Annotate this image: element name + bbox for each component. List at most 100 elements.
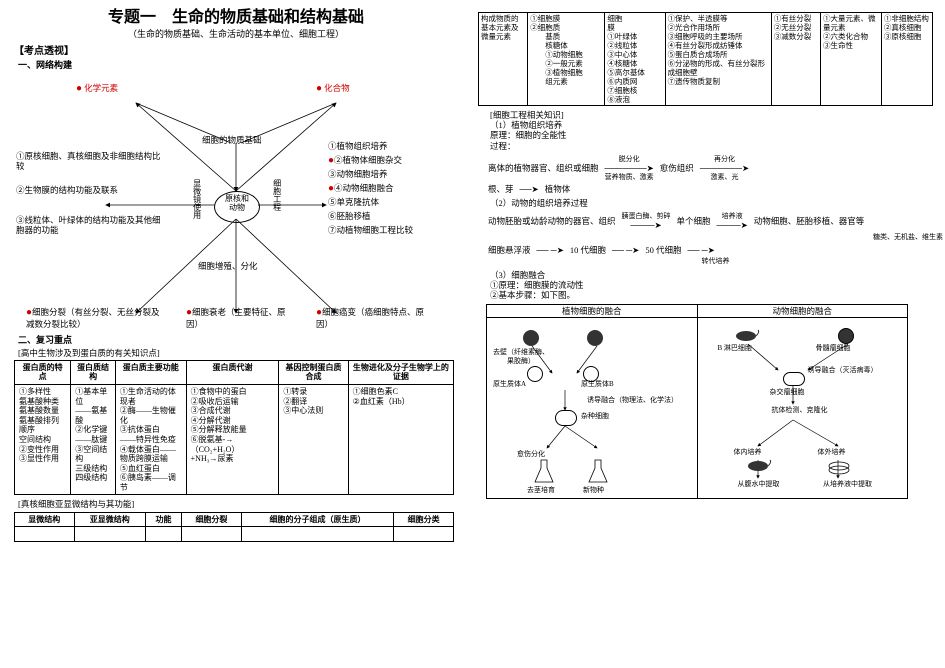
arrow-icon: ── ─➤: [608, 245, 643, 255]
protein-th-1: 蛋白质结构: [71, 360, 116, 384]
arrow-icon: 培养液 ────➤: [713, 212, 752, 231]
cm-top-left-label: 化学元素: [84, 83, 118, 93]
protein-td-3: ①食物中的蛋白 ②吸收后运输 ③合成代谢 ④分解代谢 ⑤分解释放能量 ⑥脱氨基-…: [186, 384, 279, 495]
protein-td-2: ①生命活动的体现者 ②酶——生物催化 ③抗体蛋白 ——特异性免疫 ④载体蛋白——…: [115, 384, 186, 495]
arrow-icon: ── ─➤: [683, 245, 718, 255]
cm-bottom-left: ●细胞分裂（有丝分裂、无丝分裂及减数分裂比较）: [26, 307, 166, 329]
flask-icon: [587, 458, 609, 486]
review-sub1: [高中生物涉及到蛋白质的有关知识点]: [18, 348, 472, 358]
cm-left-2: ②生物膜的结构功能及联系: [16, 185, 166, 195]
cm-bottom-right-label: 细胞癌变（癌细胞特点、原因）: [316, 307, 424, 329]
cm-bottom-mid: ●细胞衰老（主要特征、原因）: [186, 307, 296, 329]
fp-b: 原生质体A: [493, 380, 526, 388]
cm-left-label: 显微镜使用: [192, 179, 202, 219]
cm-right-3: ③动物细胞培养: [328, 169, 388, 179]
cm-center: 原核和 动物: [214, 191, 260, 223]
cell-eng-1: （1）植物组织培养: [490, 120, 945, 130]
rt-c0: 构成物质的基本元素及微量元素: [479, 13, 528, 106]
cm-right-7: ⑦动植物细胞工程比较: [328, 225, 413, 235]
arrow-icon: 脱分化 ───────➤ 营养物质、激素: [601, 155, 658, 182]
fusion-plant-panel: 去壁（纤维素酶、果胶酶） 原生质体A 原生质体B 诱导融合（物理法、化学法） 杂…: [487, 318, 698, 498]
cm-top-right-label: 化合物: [324, 83, 350, 93]
table-row: 蛋白质的特点 蛋白质结构 蛋白质主要功能 蛋白质代谢 基因控制蛋白质合成 生物进…: [15, 360, 454, 384]
section-review: 二、复习重点: [18, 335, 472, 346]
protein-td-5: ①细胞色素C ②血红素（Hb）: [348, 384, 453, 495]
cm-mid-top: 细胞的物质基础: [202, 135, 262, 145]
cell-eng-3: （3）细胞融合: [490, 270, 945, 280]
table-row: [15, 527, 454, 542]
fa-i: 从培养液中提取: [808, 480, 888, 488]
fa-b: 骨髓瘤细胞: [816, 344, 851, 352]
pf-n3: 根、芽: [486, 184, 516, 194]
mouse-icon: [744, 458, 772, 472]
animal-flow: 动物胚胎或幼龄动物的器官、组织 胰蛋白酶、剪碎 ────➤ 单个细胞 培养液 ─…: [486, 212, 945, 241]
animal-flow-2: 细胞悬浮液 ── ─➤ 10 代细胞 ── ─➤ 50 代细胞 ── ─➤ 转代…: [486, 245, 945, 266]
cm-bottom-mid-label: 细胞衰老（主要特征、原因）: [186, 307, 286, 329]
af2-n1: 细胞悬浮液: [486, 245, 533, 255]
pf-a1b: 营养物质、激素: [605, 173, 654, 181]
cm-bottom-left-label: 细胞分裂（有丝分裂、无丝分裂及减数分裂比较）: [26, 307, 160, 329]
fusion-header-plant: 植物细胞的融合: [487, 305, 698, 318]
structure-table: 显微结构 亚显微结构 功能 细胞分裂 细胞的分子组成（原生质） 细胞分类: [14, 512, 454, 542]
arrow-icon: 再分化 ───────➤ 激素、光: [696, 155, 753, 182]
fa-a: B 淋巴细胞: [718, 344, 752, 352]
af-n1: 动物胚胎或幼龄动物的器官、组织: [486, 216, 618, 226]
myeloma-cell-icon: [838, 328, 854, 344]
hybrid-cell-icon: [555, 410, 577, 426]
fa-c: 诱导融合（灭活病毒）: [808, 366, 898, 374]
protein-th-5: 生物进化及分子生物学上的证据: [348, 360, 453, 384]
plant-flow: 离体的植物器官、组织或细胞 脱分化 ───────➤ 营养物质、激素 愈伤组织 …: [486, 155, 945, 194]
cm-right-4-label: ④动物细胞融合: [334, 183, 394, 193]
section-exam: 【考点透视】: [14, 46, 472, 58]
subtitle: （生命的物质基础、生命活动的基本单位、细胞工程）: [0, 29, 472, 40]
cell-eng-3-principle: ①原理：细胞膜的流动性: [490, 280, 945, 290]
cm-mid-bottom: 细胞增殖、分化: [198, 261, 258, 271]
left-column: 专题一 生命的物质基础和结构基础 （生命的物质基础、生命活动的基本单位、细胞工程…: [0, 0, 472, 668]
cm-top-left: ● 化学元素: [76, 83, 118, 95]
right-column: 构成物质的基本元素及微量元素 ①细胞膜 ②细胞质 基质 核糖体 ①动物细胞 ②一…: [472, 0, 945, 668]
af2-note: 转代培养: [700, 257, 732, 265]
fusion-diagram: 植物细胞的融合 动物细胞的融合 去壁（纤维素酶、果胶酶）: [486, 304, 908, 499]
cm-center-line1: 原核和: [215, 194, 259, 204]
pf-a2b: 激素、光: [700, 173, 749, 181]
cm-center-line2: 动物: [215, 203, 259, 213]
cm-right-1: ①植物组织培养: [328, 141, 388, 151]
protein-th-4: 基因控制蛋白质合成: [279, 360, 348, 384]
struct-th-3: 细胞分裂: [182, 512, 242, 527]
cell-eng-1-principle: 原理：细胞的全能性: [490, 130, 945, 140]
struct-th-1: 亚显微结构: [74, 512, 145, 527]
fusion-animal-panel: B 淋巴细胞 骨髓瘤细胞 诱导融合（灭活病毒） 杂交瘤细胞 抗体检测、克隆化 体…: [698, 318, 908, 498]
table-row: 构成物质的基本元素及微量元素 ①细胞膜 ②细胞质 基质 核糖体 ①动物细胞 ②一…: [479, 13, 933, 106]
fp-d: 诱导融合（物理法、化学法）: [587, 396, 687, 404]
red-dot-icon: ●: [316, 83, 322, 94]
pf-n2: 愈伤组织: [658, 163, 696, 173]
fa-h: 从腹水中提取: [724, 480, 794, 488]
arrow-icon: ──➤: [516, 184, 543, 194]
fp-g: 去茎培育: [527, 486, 555, 494]
pf-a1: 脱分化: [605, 155, 654, 163]
pf-a2: 再分化: [700, 155, 749, 163]
cm-right-4: ●④动物细胞融合: [328, 183, 394, 195]
struct-th-4: 细胞的分子组成（原生质）: [241, 512, 394, 527]
af-a1: 胰蛋白酶、剪碎: [622, 212, 671, 220]
review-sub2: [真核细胞亚显微结构与其功能]: [18, 499, 472, 509]
af-n2: 单个细胞: [675, 216, 713, 226]
pf-n1: 离体的植物器官、组织或细胞: [486, 163, 601, 173]
right-top-table: 构成物质的基本元素及微量元素 ①细胞膜 ②细胞质 基质 核糖体 ①动物细胞 ②一…: [478, 12, 933, 106]
rt-c4: ①有丝分裂 ②无丝分裂 ③减数分裂: [771, 13, 820, 106]
cell-eng-title: [细胞工程相关知识]: [490, 110, 945, 120]
struct-th-0: 显微结构: [15, 512, 75, 527]
rt-c1: ①细胞膜 ②细胞质 基质 核糖体 ①动物细胞 ②一般元素 ③植物细胞 组元素: [528, 13, 605, 106]
cm-bottom-right: ●细胞癌变（癌细胞特点、原因）: [316, 307, 436, 329]
cm-right-2: ●②植物体细胞杂交: [328, 155, 402, 167]
flask-icon: [533, 458, 555, 486]
fp-c: 原生质体B: [581, 380, 614, 388]
fp-a: 去壁（纤维素酶、果胶酶）: [491, 348, 551, 365]
table-row: ①多样性 氨基酸种类 氨基酸数量 氨基酸排列顺序 空间结构 ②变性作用 ③显性作…: [15, 384, 454, 495]
hybridoma-icon: [783, 372, 805, 386]
fp-e: 杂种细胞: [581, 412, 609, 420]
rt-c3: ①保护、半透膜等 ②光合作用场所 ③细胞呼吸的主要场所 ④有丝分裂形成纺锤体 ⑤…: [665, 13, 771, 106]
cell-eng-2: （2）动物的组织培养过程: [490, 198, 945, 208]
rt-c5: ①大量元素、微量元素 ②六类化合物 ③生命性: [821, 13, 882, 106]
cell-eng-3-steps: ②基本步骤：如下图。: [490, 290, 945, 300]
